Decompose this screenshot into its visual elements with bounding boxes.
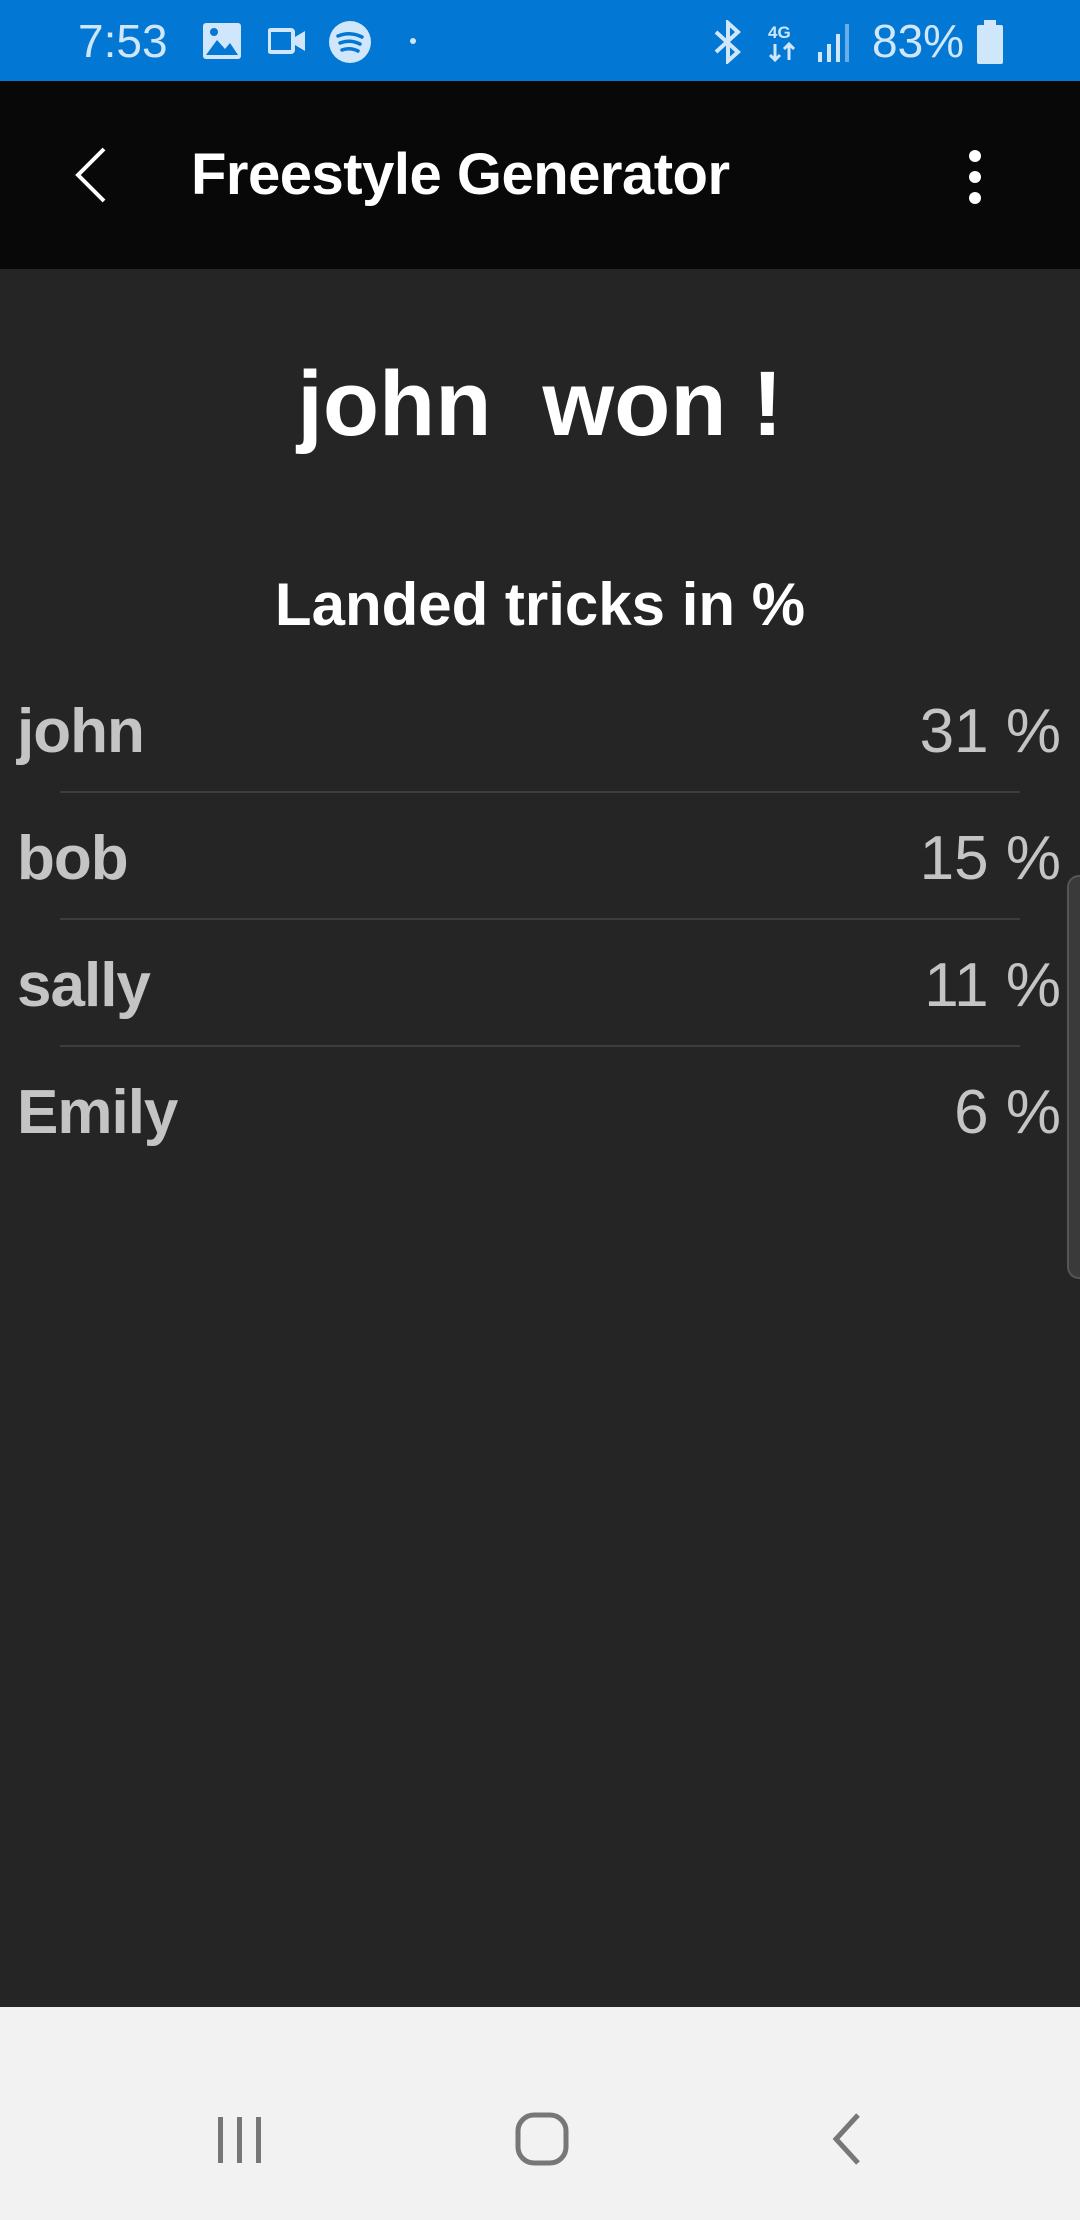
result-row: john 31 % <box>0 666 1080 793</box>
signal-icon <box>818 24 849 62</box>
video-icon <box>268 28 305 54</box>
home-icon[interactable] <box>514 2111 570 2167</box>
player-percent: 11 % <box>924 951 1061 1020</box>
divider <box>60 791 1020 793</box>
status-time: 7:53 <box>78 15 168 67</box>
navigation-bar <box>0 2007 1080 2220</box>
back-arrow-icon[interactable] <box>72 147 112 203</box>
player-percent: 6 % <box>954 1078 1061 1147</box>
player-name: Emily <box>17 1078 178 1147</box>
scrollbar[interactable] <box>1067 875 1080 1279</box>
app-bar: Freestyle Generator <box>0 81 1080 269</box>
divider <box>60 1045 1020 1047</box>
back-icon[interactable] <box>826 2111 866 2167</box>
divider <box>60 918 1020 920</box>
4g-icon: 4G <box>768 23 796 63</box>
recent-apps-icon[interactable] <box>214 2115 266 2165</box>
status-bar: 7:53 4G 83% <box>0 0 1080 81</box>
image-icon <box>203 23 241 59</box>
svg-text:4G: 4G <box>768 23 791 42</box>
result-row: Emily 6 % <box>0 1047 1080 1174</box>
results-subtitle: Landed tricks in % <box>274 571 806 638</box>
player-percent: 31 % <box>919 697 1061 766</box>
battery-icon <box>977 20 1003 64</box>
result-row: sally 11 % <box>0 920 1080 1047</box>
app-title: Freestyle Generator <box>191 142 730 207</box>
battery-percent: 83% <box>872 15 965 67</box>
winner-heading: john won ! <box>297 353 783 455</box>
result-row: bob 15 % <box>0 793 1080 920</box>
more-options-icon[interactable] <box>960 149 990 205</box>
player-name: bob <box>17 824 129 893</box>
dot-icon <box>410 38 416 44</box>
player-percent: 15 % <box>919 824 1061 893</box>
player-name: sally <box>17 951 151 1020</box>
bluetooth-icon <box>714 20 741 64</box>
spotify-icon <box>329 21 371 63</box>
player-name: john <box>17 697 145 766</box>
